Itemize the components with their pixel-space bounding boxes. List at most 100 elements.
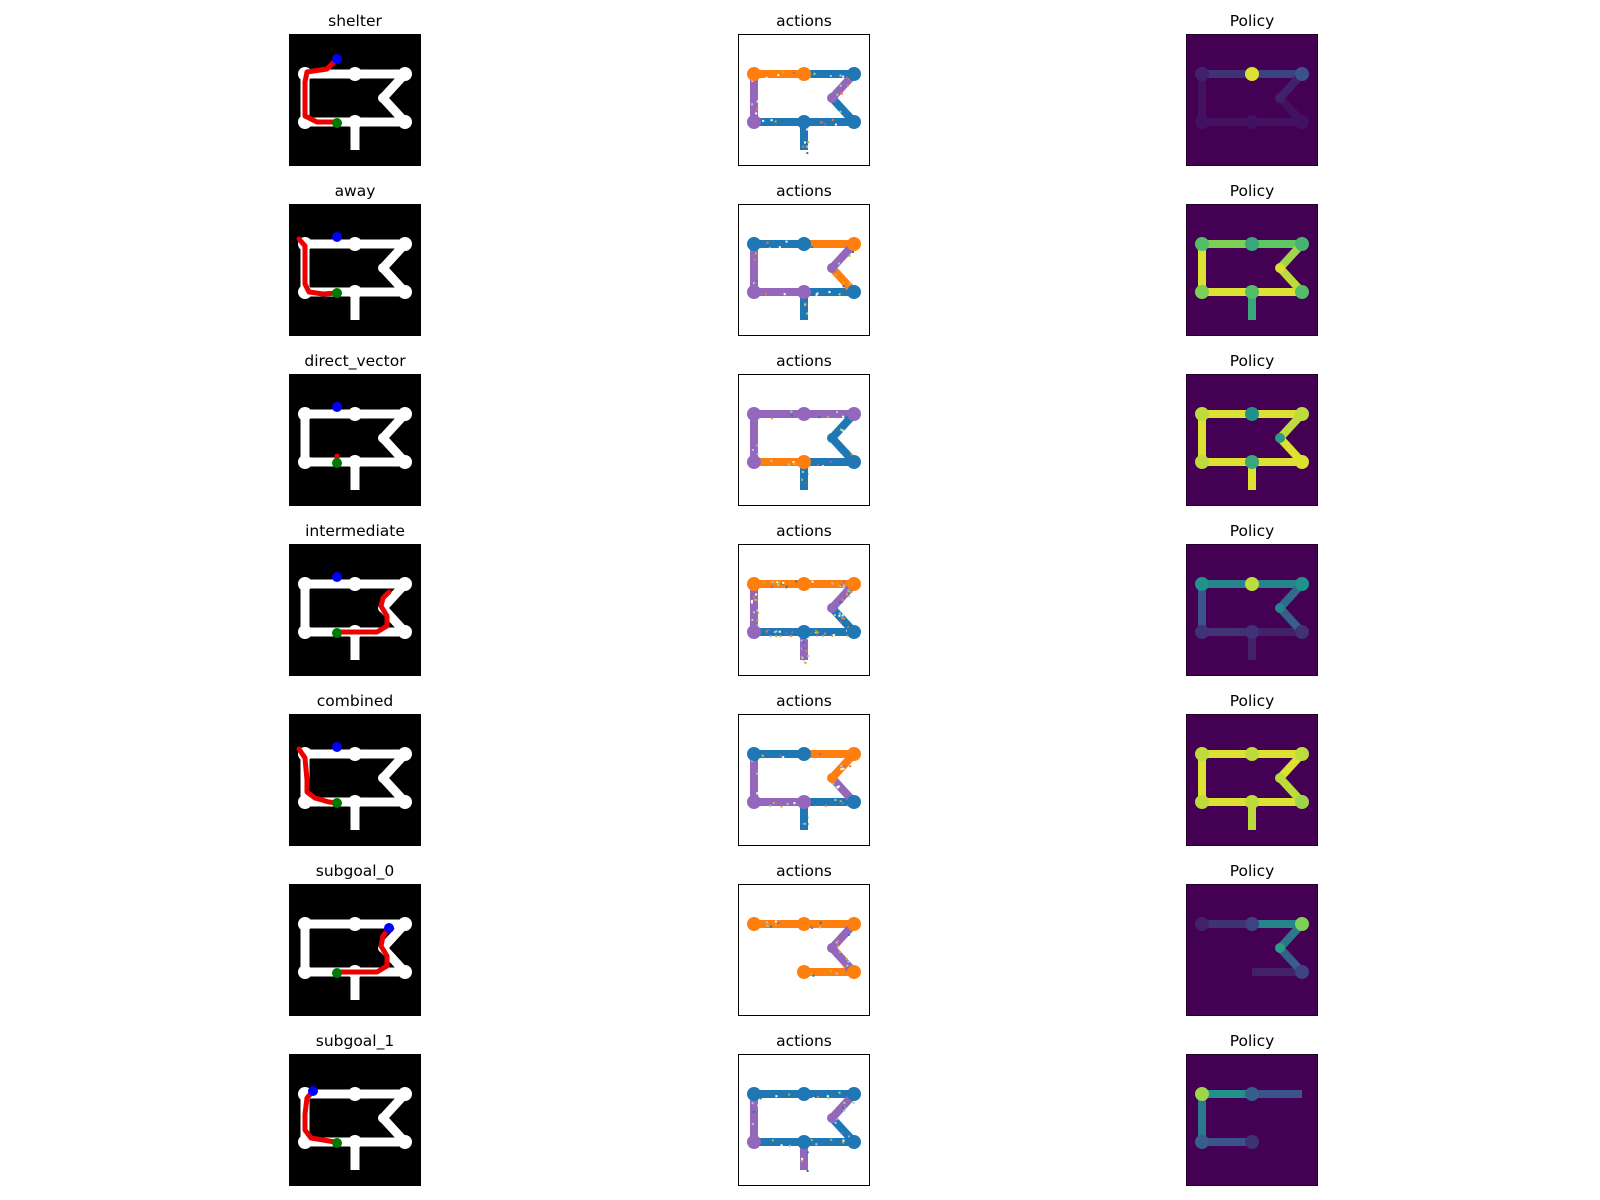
action-noise-pixel	[753, 447, 756, 450]
action-noise-pixel	[752, 1110, 755, 1113]
action-noise-pixel	[840, 92, 843, 95]
policy-platform	[1275, 943, 1285, 953]
action-noise-pixel	[762, 119, 765, 122]
policy-platform	[1245, 577, 1259, 591]
start-marker	[332, 798, 342, 808]
action-noise-pixel	[780, 70, 783, 73]
maze-platform	[348, 795, 362, 809]
action-noise-pixel	[778, 581, 781, 584]
action-noise-pixel	[756, 100, 759, 103]
action-platform	[747, 115, 761, 129]
escape-route	[296, 746, 340, 806]
action-platform	[747, 67, 761, 81]
maze-platform	[398, 795, 412, 809]
action-noise-pixel	[766, 241, 769, 244]
action-noise-pixel	[836, 411, 839, 413]
actions-panel	[738, 544, 870, 676]
policy-panel	[1186, 884, 1318, 1016]
policy-platform	[1245, 455, 1259, 469]
policy-panel	[1186, 374, 1318, 506]
action-platform	[847, 407, 861, 421]
action-noise-pixel	[847, 592, 850, 595]
action-platform	[827, 1113, 837, 1123]
maze-platform	[298, 407, 312, 421]
action-noise-pixel	[830, 970, 832, 973]
policy-subplot-title: Policy	[1229, 12, 1275, 30]
action-noise-pixel	[816, 292, 819, 295]
action-noise-pixel	[834, 123, 837, 126]
action-noise-pixel	[788, 1093, 791, 1096]
action-noise-pixel	[751, 619, 754, 621]
action-platform	[747, 795, 761, 809]
maze-platform	[298, 577, 312, 591]
action-platform	[847, 67, 861, 81]
action-noise-pixel	[806, 145, 809, 148]
action-noise-pixel	[769, 805, 772, 808]
action-noise-pixel	[822, 458, 824, 461]
action-platform	[797, 965, 811, 979]
action-noise-pixel	[846, 84, 849, 87]
action-noise-pixel	[847, 933, 850, 936]
action-noise-pixel	[754, 252, 757, 255]
shelter-marker	[332, 572, 342, 582]
action-noise-pixel	[836, 93, 839, 96]
action-noise-pixel	[762, 581, 765, 584]
maze-platform	[348, 407, 362, 421]
action-noise-pixel	[771, 586, 774, 588]
action-noise-pixel	[807, 655, 810, 657]
action-noise-pixel	[772, 801, 775, 804]
action-platform	[847, 455, 861, 469]
maze-subplot-title: intermediate	[305, 522, 405, 540]
action-noise-pixel	[818, 926, 821, 929]
action-noise-pixel	[792, 586, 795, 588]
action-platform	[747, 407, 761, 421]
action-noise-pixel	[839, 621, 842, 624]
action-platform	[827, 603, 837, 613]
action-noise-pixel	[823, 123, 826, 126]
action-noise-pixel	[838, 293, 841, 296]
action-platform	[847, 1087, 861, 1101]
action-noise-pixel	[811, 631, 814, 634]
maze-platform	[298, 965, 312, 979]
action-noise-pixel	[754, 598, 757, 601]
action-noise-pixel	[765, 630, 768, 633]
action-noise-pixel	[847, 589, 850, 592]
action-noise-pixel	[782, 756, 785, 759]
action-platform	[747, 747, 761, 761]
action-noise-pixel	[831, 582, 834, 585]
maze-subplot-title: direct_vector	[304, 352, 406, 370]
maze-panel	[289, 714, 421, 846]
policy-platform	[1275, 93, 1285, 103]
action-noise-pixel	[789, 634, 792, 637]
action-noise-pixel	[836, 944, 839, 947]
action-noise-pixel	[756, 108, 759, 110]
policy-platform	[1245, 917, 1259, 931]
action-platform	[827, 943, 837, 953]
action-platform	[747, 917, 761, 931]
action-noise-pixel	[848, 282, 851, 285]
action-noise-pixel	[815, 1143, 818, 1146]
actions-subplot-title: actions	[776, 522, 832, 540]
action-platform	[797, 455, 811, 469]
action-noise-pixel	[838, 601, 841, 603]
action-noise-pixel	[842, 1106, 845, 1109]
action-noise-pixel	[757, 1104, 760, 1107]
policy-platform	[1295, 455, 1309, 469]
action-platform	[797, 577, 811, 591]
action-noise-pixel	[765, 921, 768, 924]
action-noise-pixel	[792, 461, 795, 464]
action-noise-pixel	[822, 465, 825, 468]
maze-panel	[289, 544, 421, 676]
action-noise-pixel	[801, 656, 803, 659]
action-noise-pixel	[761, 754, 764, 757]
start-marker	[332, 118, 342, 128]
maze-platform	[298, 917, 312, 931]
action-noise-pixel	[839, 428, 842, 431]
action-noise-pixel	[801, 643, 804, 646]
action-noise-pixel	[842, 584, 845, 587]
policy-platform	[1195, 237, 1209, 251]
action-noise-pixel	[800, 1160, 803, 1163]
action-noise-pixel	[850, 453, 853, 456]
action-noise-pixel	[802, 641, 805, 644]
